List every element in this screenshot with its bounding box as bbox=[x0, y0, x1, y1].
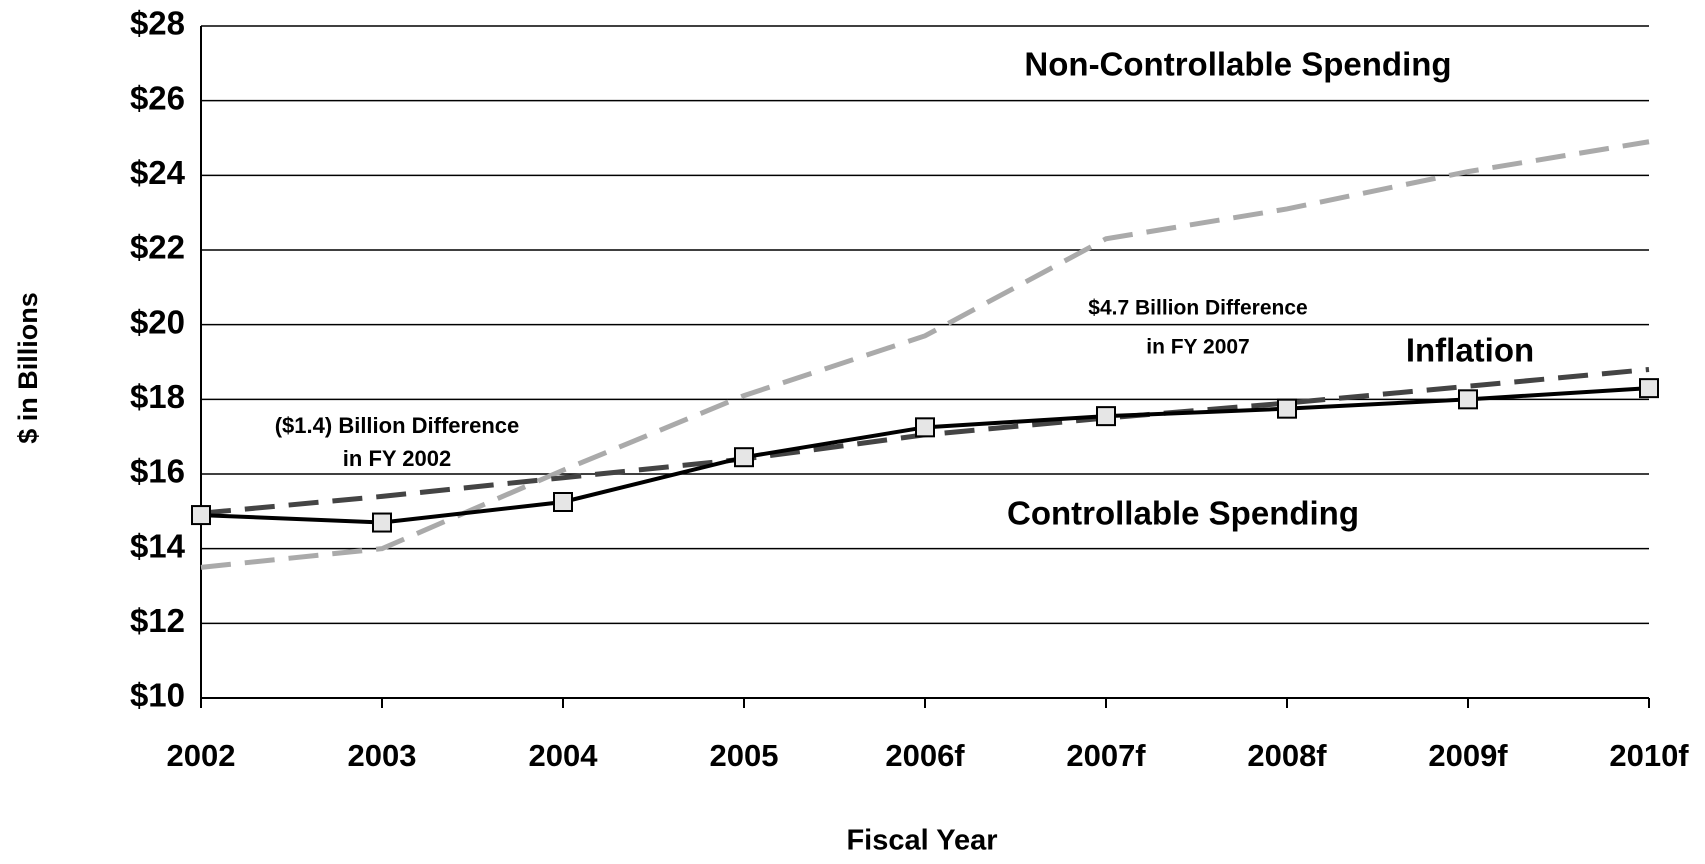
annotation: ($1.4) Billion Difference bbox=[275, 413, 520, 438]
y-tick-label: $24 bbox=[130, 154, 186, 191]
annotation: $4.7 Billion Difference bbox=[1088, 297, 1307, 320]
annotation: Controllable Spending bbox=[1007, 495, 1359, 532]
x-tick-label: 2002 bbox=[167, 738, 236, 773]
x-tick-label: 2004 bbox=[529, 738, 599, 773]
y-tick-label: $28 bbox=[130, 5, 185, 42]
x-tick-label: 2003 bbox=[348, 738, 417, 773]
y-tick-label: $18 bbox=[130, 378, 185, 415]
marker bbox=[915, 417, 935, 438]
y-tick-label: $12 bbox=[130, 602, 185, 639]
x-axis-title: Fiscal Year bbox=[846, 825, 997, 857]
marker bbox=[1277, 398, 1297, 419]
series-line bbox=[200, 139, 1650, 570]
y-tick-label: $22 bbox=[130, 229, 185, 266]
y-tick-label: $16 bbox=[130, 453, 185, 490]
annotation: Non-Controllable Spending bbox=[1024, 46, 1451, 83]
series-line bbox=[200, 366, 1650, 516]
x-tick-label: 2007f bbox=[1066, 738, 1146, 773]
marker bbox=[1458, 389, 1478, 410]
x-tick-label: 2005 bbox=[710, 738, 779, 773]
marker bbox=[191, 505, 211, 526]
y-axis-title: $ in Billions bbox=[13, 292, 43, 444]
marker bbox=[1639, 378, 1659, 399]
x-tick-label: 2008f bbox=[1247, 738, 1327, 773]
y-tick-label: $20 bbox=[130, 303, 185, 340]
marker bbox=[553, 492, 573, 512]
y-tick-label: $14 bbox=[130, 527, 186, 564]
marker bbox=[734, 447, 754, 468]
annotation: Inflation bbox=[1406, 332, 1534, 369]
y-tick-label: $26 bbox=[130, 79, 185, 116]
marker bbox=[1096, 406, 1116, 427]
x-tick-label: 2009f bbox=[1428, 738, 1508, 773]
x-tick-label: 2010f bbox=[1609, 738, 1689, 773]
annotation: in FY 2007 bbox=[1146, 336, 1250, 359]
annotation: in FY 2002 bbox=[343, 446, 451, 471]
marker bbox=[372, 512, 392, 533]
x-tick-label: 2006f bbox=[885, 738, 965, 773]
y-tick-label: $10 bbox=[130, 677, 185, 714]
